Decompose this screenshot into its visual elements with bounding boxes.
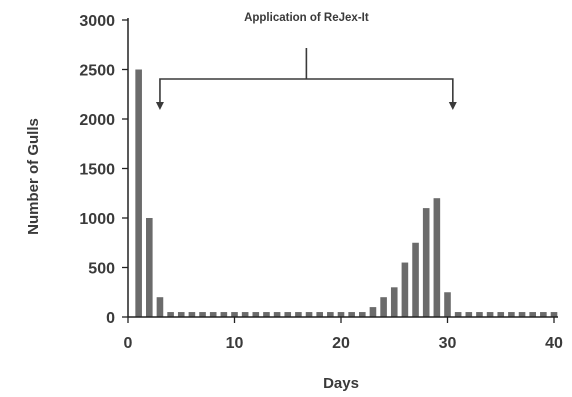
bar-day-40 — [550, 312, 558, 317]
bar-day-7 — [199, 312, 206, 317]
bar-day-3 — [156, 297, 164, 317]
bar-day-15 — [284, 312, 292, 317]
x-tick-label-20: 20 — [332, 335, 350, 352]
bar-day-13 — [263, 312, 270, 317]
bar-day-1 — [135, 69, 142, 317]
x-tick-label-30: 30 — [439, 335, 457, 352]
bar-day-31 — [454, 312, 462, 317]
annotation-group — [155, 48, 457, 110]
bar-day-34 — [486, 312, 494, 317]
axes-group: 0 500 1000 1500 2000 2500 3000 0 10 20 30 40 — [79, 13, 563, 352]
bar-day-14 — [273, 312, 281, 317]
annotation-arrow-right — [448, 102, 457, 110]
bar-day-33 — [476, 312, 483, 317]
bar-day-24 — [380, 297, 387, 317]
bar-day-37 — [518, 312, 526, 317]
bar-day-35 — [497, 312, 505, 317]
y-tick-label-2000: 2000 — [79, 112, 115, 129]
bar-day-17 — [305, 312, 313, 317]
y-tick-label-3000: 3000 — [79, 13, 115, 30]
x-axis-title: Days — [323, 375, 359, 392]
y-tick-label-0: 0 — [106, 310, 115, 327]
bar-day-26 — [401, 262, 409, 317]
x-tick-label-10: 10 — [226, 335, 244, 352]
bar-day-12 — [252, 312, 260, 317]
bar-day-27 — [412, 242, 419, 317]
bar-day-20 — [337, 312, 345, 317]
bar-day-9 — [220, 312, 228, 317]
bar-day-25 — [390, 287, 398, 317]
bar-day-18 — [316, 312, 323, 317]
annotation-label: Application of ReJex-It — [244, 12, 369, 24]
bar-day-19 — [327, 312, 334, 317]
annotation-bracket — [159, 78, 454, 108]
y-tick-label-1500: 1500 — [79, 162, 115, 179]
bar-day-30 — [444, 292, 451, 317]
bar-day-29 — [433, 198, 441, 317]
bar-day-39 — [540, 312, 547, 317]
bar-day-38 — [529, 312, 536, 317]
bar-day-32 — [465, 312, 473, 317]
bar-day-10 — [231, 312, 238, 317]
bar-day-8 — [209, 312, 217, 317]
x-tick-label-40: 40 — [545, 335, 563, 352]
bar-day-21 — [348, 312, 355, 317]
bar-day-22 — [359, 312, 366, 317]
bar-day-36 — [508, 312, 515, 317]
bars-group — [135, 69, 558, 317]
bar-day-11 — [241, 312, 249, 317]
y-tick-label-2500: 2500 — [79, 63, 115, 80]
bar-day-4 — [167, 312, 174, 317]
y-axis-title: Number of Gulls — [25, 118, 42, 235]
bar-day-16 — [295, 312, 302, 317]
bar-day-23 — [369, 307, 377, 317]
bar-day-2 — [146, 218, 153, 317]
bar-day-28 — [422, 208, 430, 317]
x-tick-label-0: 0 — [124, 335, 133, 352]
bar-day-5 — [177, 312, 185, 317]
annotation-arrow-left — [155, 102, 164, 110]
bar-day-6 — [188, 312, 196, 317]
y-tick-label-1000: 1000 — [79, 211, 115, 228]
y-tick-label-500: 500 — [88, 261, 115, 278]
